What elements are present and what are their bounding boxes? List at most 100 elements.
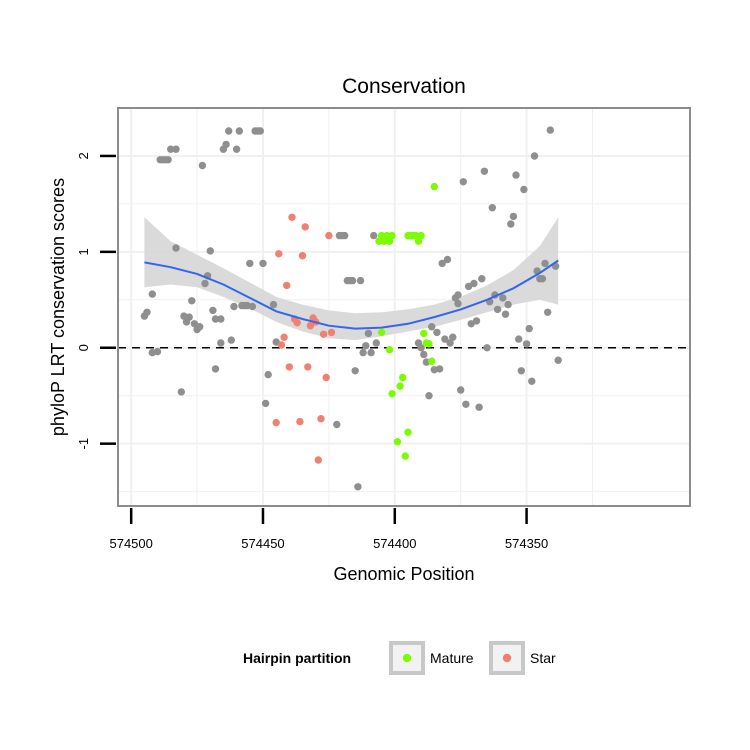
point-other	[525, 324, 533, 333]
y-tick-label: 2	[76, 152, 91, 159]
point-other	[493, 305, 502, 314]
point-other	[449, 333, 457, 341]
point-other	[501, 310, 510, 318]
legend-label-star: Star	[530, 650, 556, 666]
legend-key-star	[502, 653, 512, 663]
point-other	[454, 299, 462, 308]
point-other	[462, 400, 470, 408]
point-mature	[385, 346, 394, 354]
point-mature	[428, 357, 436, 365]
point-other	[544, 308, 552, 316]
point-other	[230, 302, 238, 311]
point-other	[520, 185, 528, 194]
point-other	[433, 328, 441, 337]
point-other	[225, 127, 233, 135]
point-other	[509, 212, 518, 221]
point-other	[196, 323, 204, 331]
point-star	[283, 281, 291, 290]
point-mature	[430, 182, 438, 191]
series-star	[272, 213, 336, 464]
point-other	[143, 308, 151, 316]
point-star	[304, 363, 312, 371]
point-mature	[417, 231, 425, 240]
point-other	[435, 365, 444, 373]
point-other	[264, 370, 272, 379]
point-other	[362, 342, 370, 350]
point-mature	[380, 237, 388, 245]
point-other	[198, 161, 207, 170]
point-mature	[377, 231, 386, 240]
point-other	[428, 323, 436, 331]
point-other	[348, 276, 357, 285]
point-other	[256, 127, 264, 135]
point-other	[530, 152, 539, 160]
x-axis-label: Genomic Position	[333, 564, 474, 584]
point-other	[248, 302, 257, 311]
point-star	[327, 328, 336, 337]
point-other	[488, 204, 496, 212]
point-other	[367, 348, 375, 357]
legend-label-mature: Mature	[430, 650, 474, 666]
series-other	[140, 126, 562, 491]
point-other	[504, 300, 512, 309]
point-other	[441, 335, 449, 343]
point-other	[354, 483, 362, 491]
point-mature	[385, 237, 394, 245]
point-other	[420, 350, 428, 359]
point-other	[480, 167, 489, 175]
point-other	[188, 297, 196, 305]
point-other	[172, 145, 180, 153]
point-star	[275, 250, 283, 258]
x-tick-label: 574500	[109, 536, 152, 551]
point-other	[341, 231, 349, 240]
point-other	[217, 315, 225, 323]
point-star	[293, 319, 301, 327]
point-star	[317, 415, 325, 423]
point-other	[538, 275, 547, 283]
point-other	[483, 344, 491, 352]
chart-title: Conservation	[342, 75, 466, 98]
point-other	[522, 340, 531, 348]
legend-title: Hairpin partition	[243, 650, 351, 666]
series-mature	[375, 182, 438, 460]
x-tick-label: 574450	[241, 536, 284, 551]
point-other	[148, 290, 156, 298]
x-tick-label: 574400	[373, 536, 416, 551]
point-mature	[383, 231, 391, 240]
panel-border	[117, 107, 691, 507]
point-mature	[388, 231, 396, 240]
point-other	[470, 279, 478, 288]
point-star	[285, 363, 293, 371]
point-other	[457, 386, 465, 394]
x-tick-label: 574350	[505, 536, 548, 551]
y-tick-label: -1	[76, 438, 91, 450]
point-mature	[393, 438, 402, 446]
point-other	[370, 231, 378, 240]
point-other	[364, 329, 373, 338]
point-other	[359, 348, 367, 357]
point-mature	[399, 373, 407, 382]
point-other	[211, 365, 220, 373]
point-other	[507, 220, 515, 228]
point-star	[314, 456, 322, 464]
y-tick-label: 0	[76, 344, 91, 351]
point-mature	[420, 329, 428, 338]
point-other	[417, 344, 425, 352]
point-other	[446, 339, 454, 347]
point-other	[475, 403, 483, 411]
point-other	[472, 317, 481, 325]
point-other	[459, 178, 467, 186]
point-other	[454, 291, 462, 299]
point-other	[185, 313, 193, 321]
plot-panel	[117, 107, 691, 507]
point-other	[227, 336, 235, 344]
point-other	[528, 377, 536, 385]
point-other	[232, 145, 241, 153]
point-star	[298, 252, 307, 260]
point-other	[177, 388, 185, 396]
point-other	[167, 145, 175, 153]
point-other	[443, 255, 452, 264]
legend: Hairpin partition Mature Star	[243, 641, 556, 675]
point-star	[280, 333, 288, 341]
